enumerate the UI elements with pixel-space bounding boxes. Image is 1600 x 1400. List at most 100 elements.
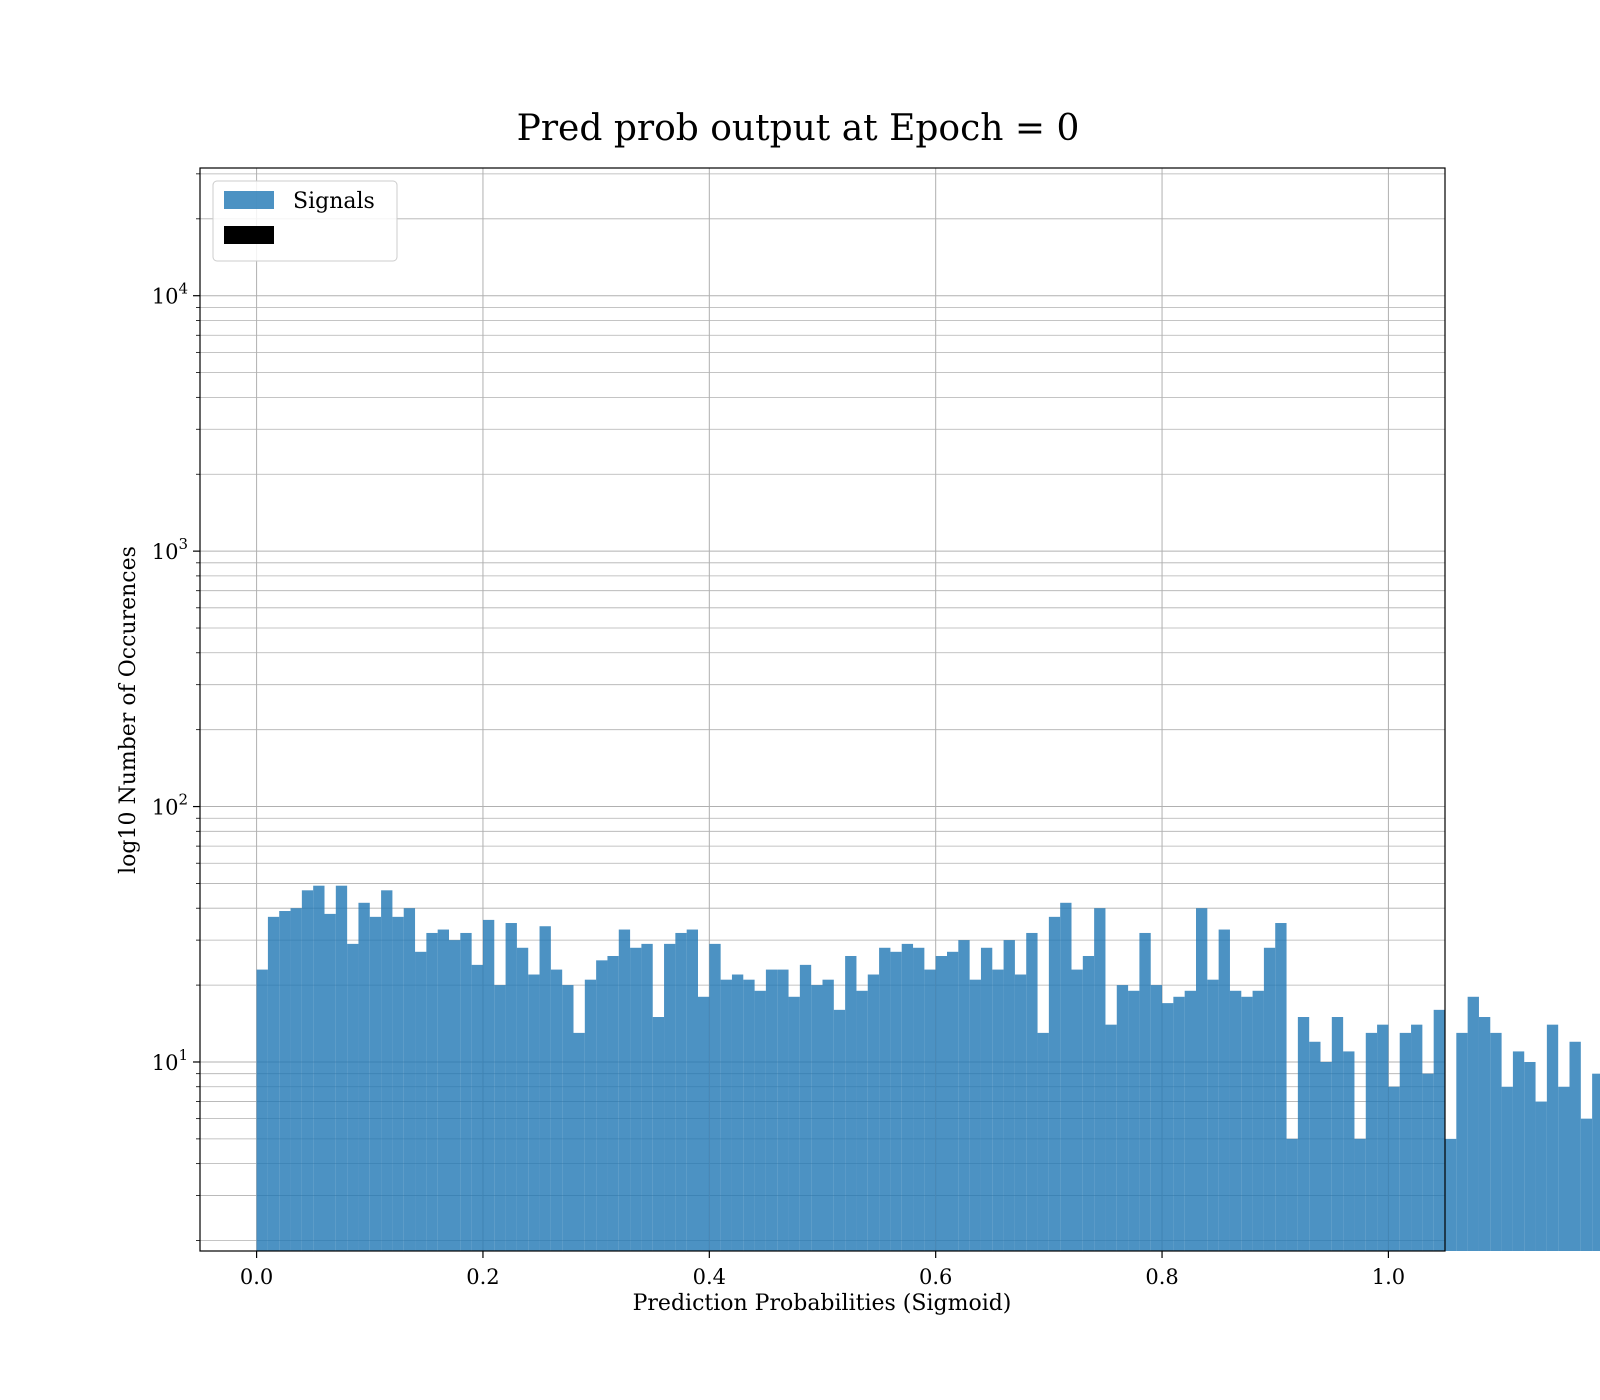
signals-bar (969, 979, 981, 1251)
chart-title: Pred prob output at Epoch = 0 (517, 108, 1080, 149)
signals-bar (301, 890, 314, 1251)
signals-bar (1026, 932, 1038, 1251)
signals-bar (1467, 996, 1479, 1251)
signals-bar (867, 974, 880, 1251)
signals-bar (607, 955, 619, 1251)
signals-bar (1060, 902, 1072, 1251)
legend-swatch-signals (224, 191, 274, 209)
signals-bar (279, 911, 291, 1251)
plot-frame (199, 167, 1446, 1252)
signals-bar (1501, 1086, 1513, 1251)
signals-bar (1569, 1041, 1581, 1251)
y-tick-label: 104 (152, 280, 188, 309)
signals-bar (392, 916, 404, 1251)
signals-bar (494, 985, 506, 1251)
signals-bar (686, 929, 698, 1251)
signals-bar (1524, 1061, 1536, 1251)
signals-bar (822, 979, 834, 1251)
signals-bar (1196, 908, 1208, 1251)
signals-bars (256, 885, 1600, 1251)
signals-bar (935, 955, 947, 1251)
signals-bar (1082, 955, 1095, 1251)
x-axis-ticks: 0.0 0.2 0.4 0.6 0.8 1.0 (240, 1251, 1405, 1289)
signals-bar (630, 947, 642, 1251)
signals-bar (799, 964, 812, 1251)
signals-bar (256, 969, 268, 1251)
x-axis-label: Prediction Probabilities (Sigmoid) (633, 1291, 1012, 1316)
legend: Signals (212, 180, 398, 262)
signals-bar (1071, 969, 1083, 1251)
signals-bar (471, 964, 483, 1251)
signals-bar (1399, 1032, 1412, 1251)
y-tick-label: 102 (152, 791, 188, 820)
signals-bar (482, 919, 495, 1251)
signals-bar (1218, 929, 1230, 1251)
signals-bar (539, 926, 551, 1251)
signals-bar (1558, 1086, 1570, 1251)
signals-bar (1150, 985, 1163, 1251)
signals-bar (381, 890, 393, 1251)
x-tick-label: 0.6 (919, 1265, 952, 1289)
signals-bar (1229, 990, 1242, 1251)
signals-bar (426, 932, 438, 1251)
signals-bar (1411, 1024, 1423, 1251)
signals-bar (664, 943, 676, 1251)
signals-bar (1173, 996, 1185, 1251)
signals-bar (1037, 1032, 1049, 1251)
signals-bar (652, 1017, 665, 1251)
signals-bar (1048, 916, 1061, 1251)
signals-bar (415, 951, 427, 1251)
signals-bar (1331, 1017, 1344, 1251)
signals-bar (1365, 1032, 1378, 1251)
signals-bar (505, 923, 517, 1251)
signals-bar (992, 969, 1004, 1251)
signals-bar (1422, 1073, 1434, 1251)
signals-bar (1490, 1032, 1502, 1251)
signals-bar (1105, 1024, 1117, 1251)
signals-bar (641, 943, 653, 1251)
signals-bar (369, 916, 382, 1251)
signals-bar (516, 947, 529, 1251)
signals-bar (913, 947, 925, 1251)
signals-bar (290, 908, 302, 1251)
signals-bar (1207, 979, 1219, 1251)
signals-bar (1535, 1101, 1547, 1251)
signals-bar (1546, 1024, 1559, 1251)
signals-bar (1116, 985, 1129, 1251)
signals-bar (573, 1032, 585, 1251)
plot-area: 0.0 0.2 0.4 0.6 0.8 1.0 101 102 103 104 (152, 167, 1600, 1289)
x-tick-label: 1.0 (1372, 1265, 1405, 1289)
y-axis-label: log10 Number of Occurences (116, 546, 141, 874)
signals-bar (765, 969, 778, 1251)
signals-bar (1184, 990, 1196, 1251)
signals-bar (1241, 996, 1253, 1251)
signals-bar (528, 974, 540, 1251)
x-tick-label: 0.0 (240, 1265, 273, 1289)
signals-bar (1320, 1061, 1332, 1251)
signals-bar (358, 902, 370, 1251)
signals-bar (313, 885, 325, 1251)
signals-bar (1343, 1051, 1355, 1251)
signals-bar (335, 885, 348, 1251)
signals-bar (449, 940, 461, 1251)
signals-bar (698, 996, 710, 1251)
signals-bar (1263, 947, 1276, 1251)
x-tick-label: 0.8 (1145, 1265, 1178, 1289)
signals-bar (856, 990, 868, 1251)
signals-bar (1275, 923, 1287, 1251)
signals-bar (1003, 940, 1015, 1251)
signals-bar (777, 969, 789, 1251)
signals-bar (1433, 1009, 1445, 1251)
signals-bar (347, 943, 359, 1251)
signals-bar (743, 979, 755, 1251)
signals-bar (1354, 1138, 1366, 1251)
signals-bar (879, 947, 891, 1251)
signals-bar (618, 929, 631, 1251)
signals-bar (924, 969, 936, 1251)
signals-bar (460, 932, 472, 1251)
signals-bar (562, 985, 574, 1251)
signals-bar (1309, 1041, 1321, 1251)
signals-bar (901, 943, 914, 1251)
signals-bar (947, 951, 959, 1251)
